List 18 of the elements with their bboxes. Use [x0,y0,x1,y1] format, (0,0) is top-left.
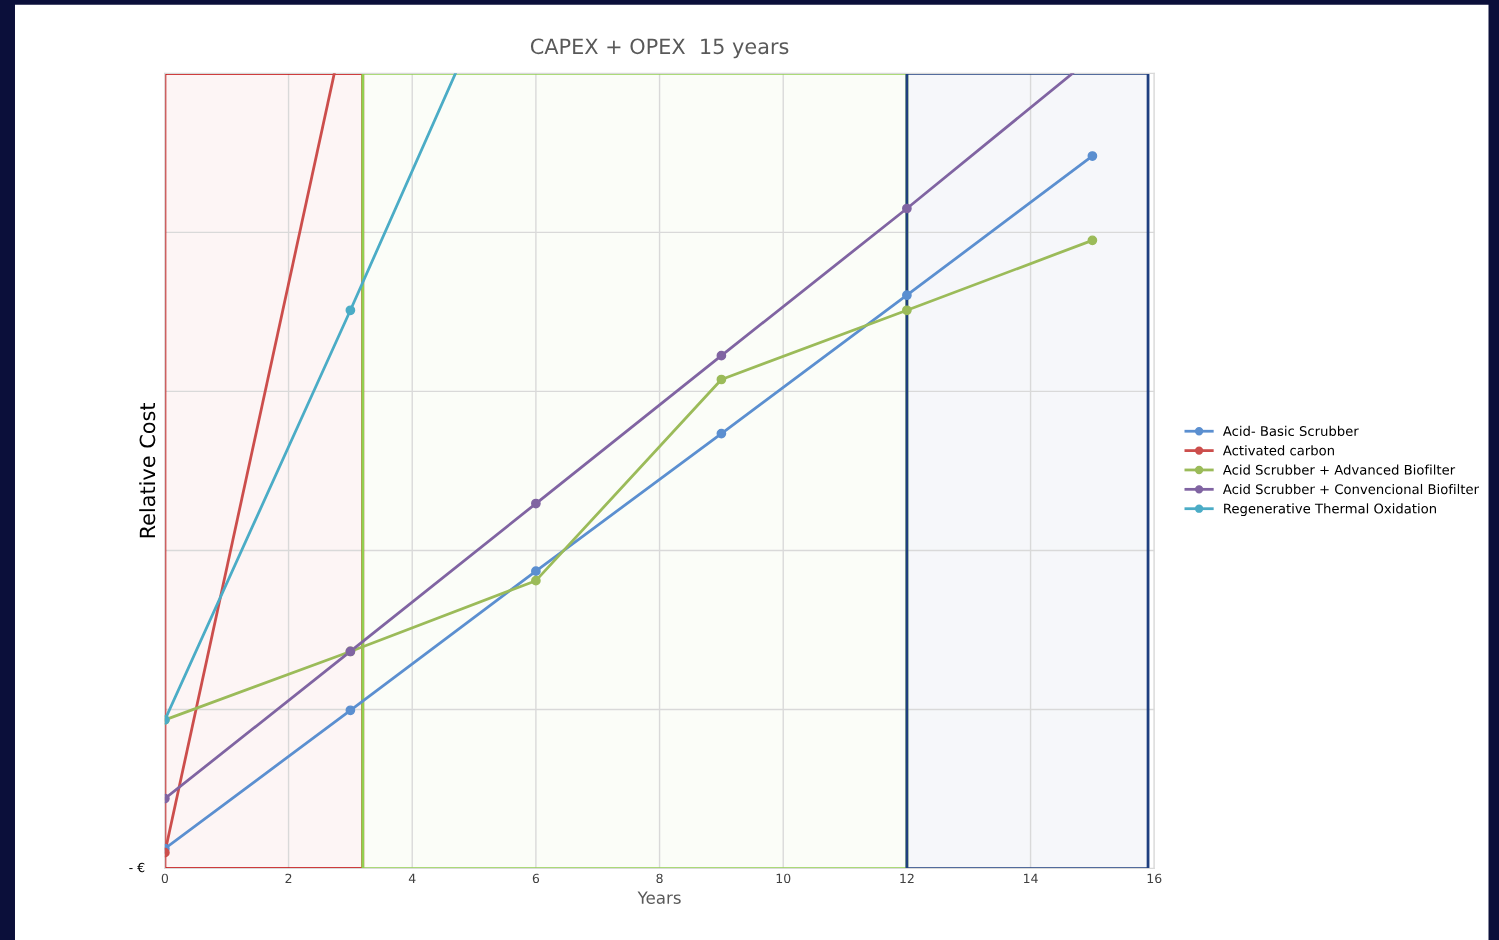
x-tick-label: 14 [1023,873,1038,883]
x-axis-title: Years [637,891,681,904]
legend-label: Regenerative Thermal Oxidation [1224,503,1436,517]
legend-label: Acid- Basic Scrubber [1222,425,1359,437]
x-tick-label: 16 [1147,873,1162,884]
x-tick-label: 12 [900,873,914,883]
x-tick-label: 6 [532,873,540,884]
legend-label: Acid Scrubber + Advanced Biofilter [1222,464,1456,475]
x-tick-label: 10 [776,873,791,884]
x-tick-label: 8 [656,873,663,884]
chart-title: CAPEX + OPEX 15 years [530,38,789,59]
x-tick-label: 2 [285,873,292,883]
x-tick-label: 0 [161,873,169,884]
legend-label: Activated carbon [1222,445,1334,456]
x-tick-label: 4 [408,873,416,883]
y-axis-title: Relative Cost [139,402,156,538]
legend-label: Acid Scrubber + Convencional Biofilter [1222,483,1479,495]
text: - € [129,862,145,873]
